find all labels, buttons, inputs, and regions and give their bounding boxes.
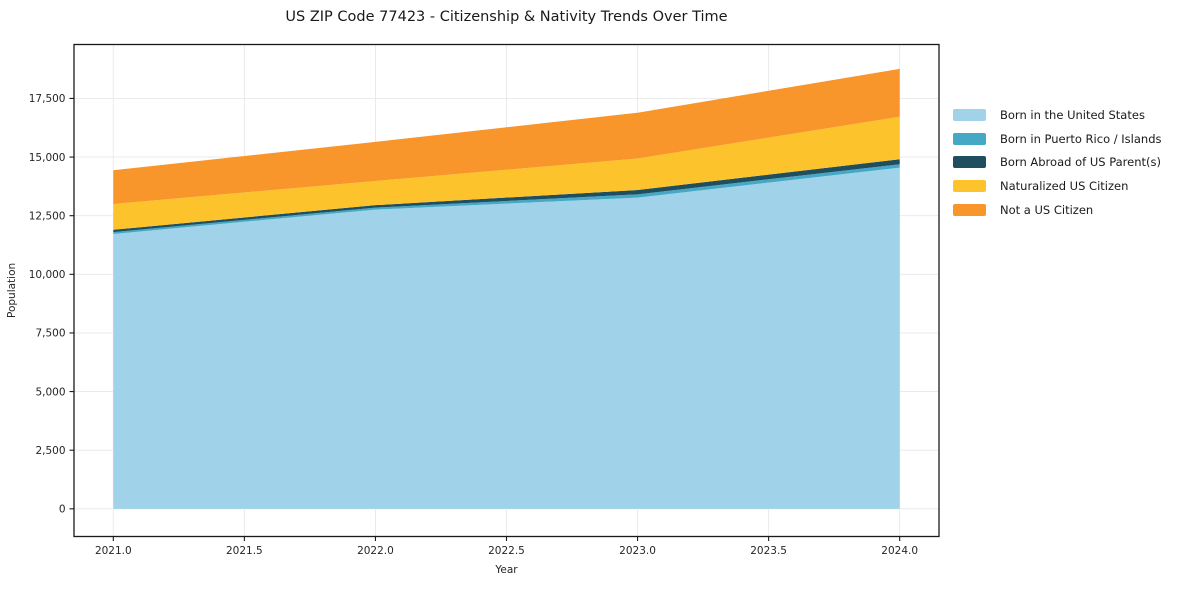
y-tick-label: 12,500 (29, 210, 66, 222)
legend-swatch (953, 203, 986, 216)
area-series (113, 116, 900, 230)
y-tick-label: 5,000 (35, 386, 65, 398)
legend-item: Born in the United States (953, 103, 1162, 127)
y-tick-label: 15,000 (29, 152, 66, 164)
legend-swatch (953, 179, 986, 192)
legend-label: Naturalized US Citizen (1000, 178, 1129, 193)
legend-swatch (953, 108, 986, 121)
legend-label: Born in Puerto Rico / Islands (1000, 131, 1162, 146)
y-axis-label: Population (6, 262, 18, 318)
x-tick-label: 2024.0 (881, 545, 918, 557)
x-tick-label: 2023.0 (619, 545, 656, 557)
x-tick-label: 2021.5 (226, 545, 263, 557)
x-axis-label: Year (495, 564, 518, 576)
legend-item: Not a US Citizen (953, 198, 1162, 222)
x-tick-label: 2021.0 (95, 545, 132, 557)
x-tick-label: 2023.5 (750, 545, 787, 557)
legend: Born in the United States Born in Puerto … (953, 103, 1162, 221)
legend-item: Born Abroad of US Parent(s) (953, 150, 1162, 174)
legend-label: Not a US Citizen (1000, 202, 1094, 217)
area-series (113, 167, 900, 509)
y-tick-label: 7,500 (35, 328, 65, 340)
legend-swatch (953, 132, 986, 145)
y-tick-label: 10,000 (29, 269, 66, 281)
chart-title: US ZIP Code 77423 - Citizenship & Nativi… (285, 9, 728, 25)
x-tick-label: 2022.0 (357, 545, 394, 557)
legend-item: Born in Puerto Rico / Islands (953, 127, 1162, 151)
y-tick-label: 17,500 (29, 93, 66, 105)
legend-label: Born Abroad of US Parent(s) (1000, 155, 1161, 170)
y-tick-label: 2,500 (35, 445, 65, 457)
legend-item: Naturalized US Citizen (953, 174, 1162, 198)
x-tick-label: 2022.5 (488, 545, 525, 557)
legend-swatch (953, 156, 986, 169)
y-tick-label: 0 (59, 504, 66, 516)
area-series (113, 68, 900, 204)
legend-label: Born in the United States (1000, 107, 1145, 122)
